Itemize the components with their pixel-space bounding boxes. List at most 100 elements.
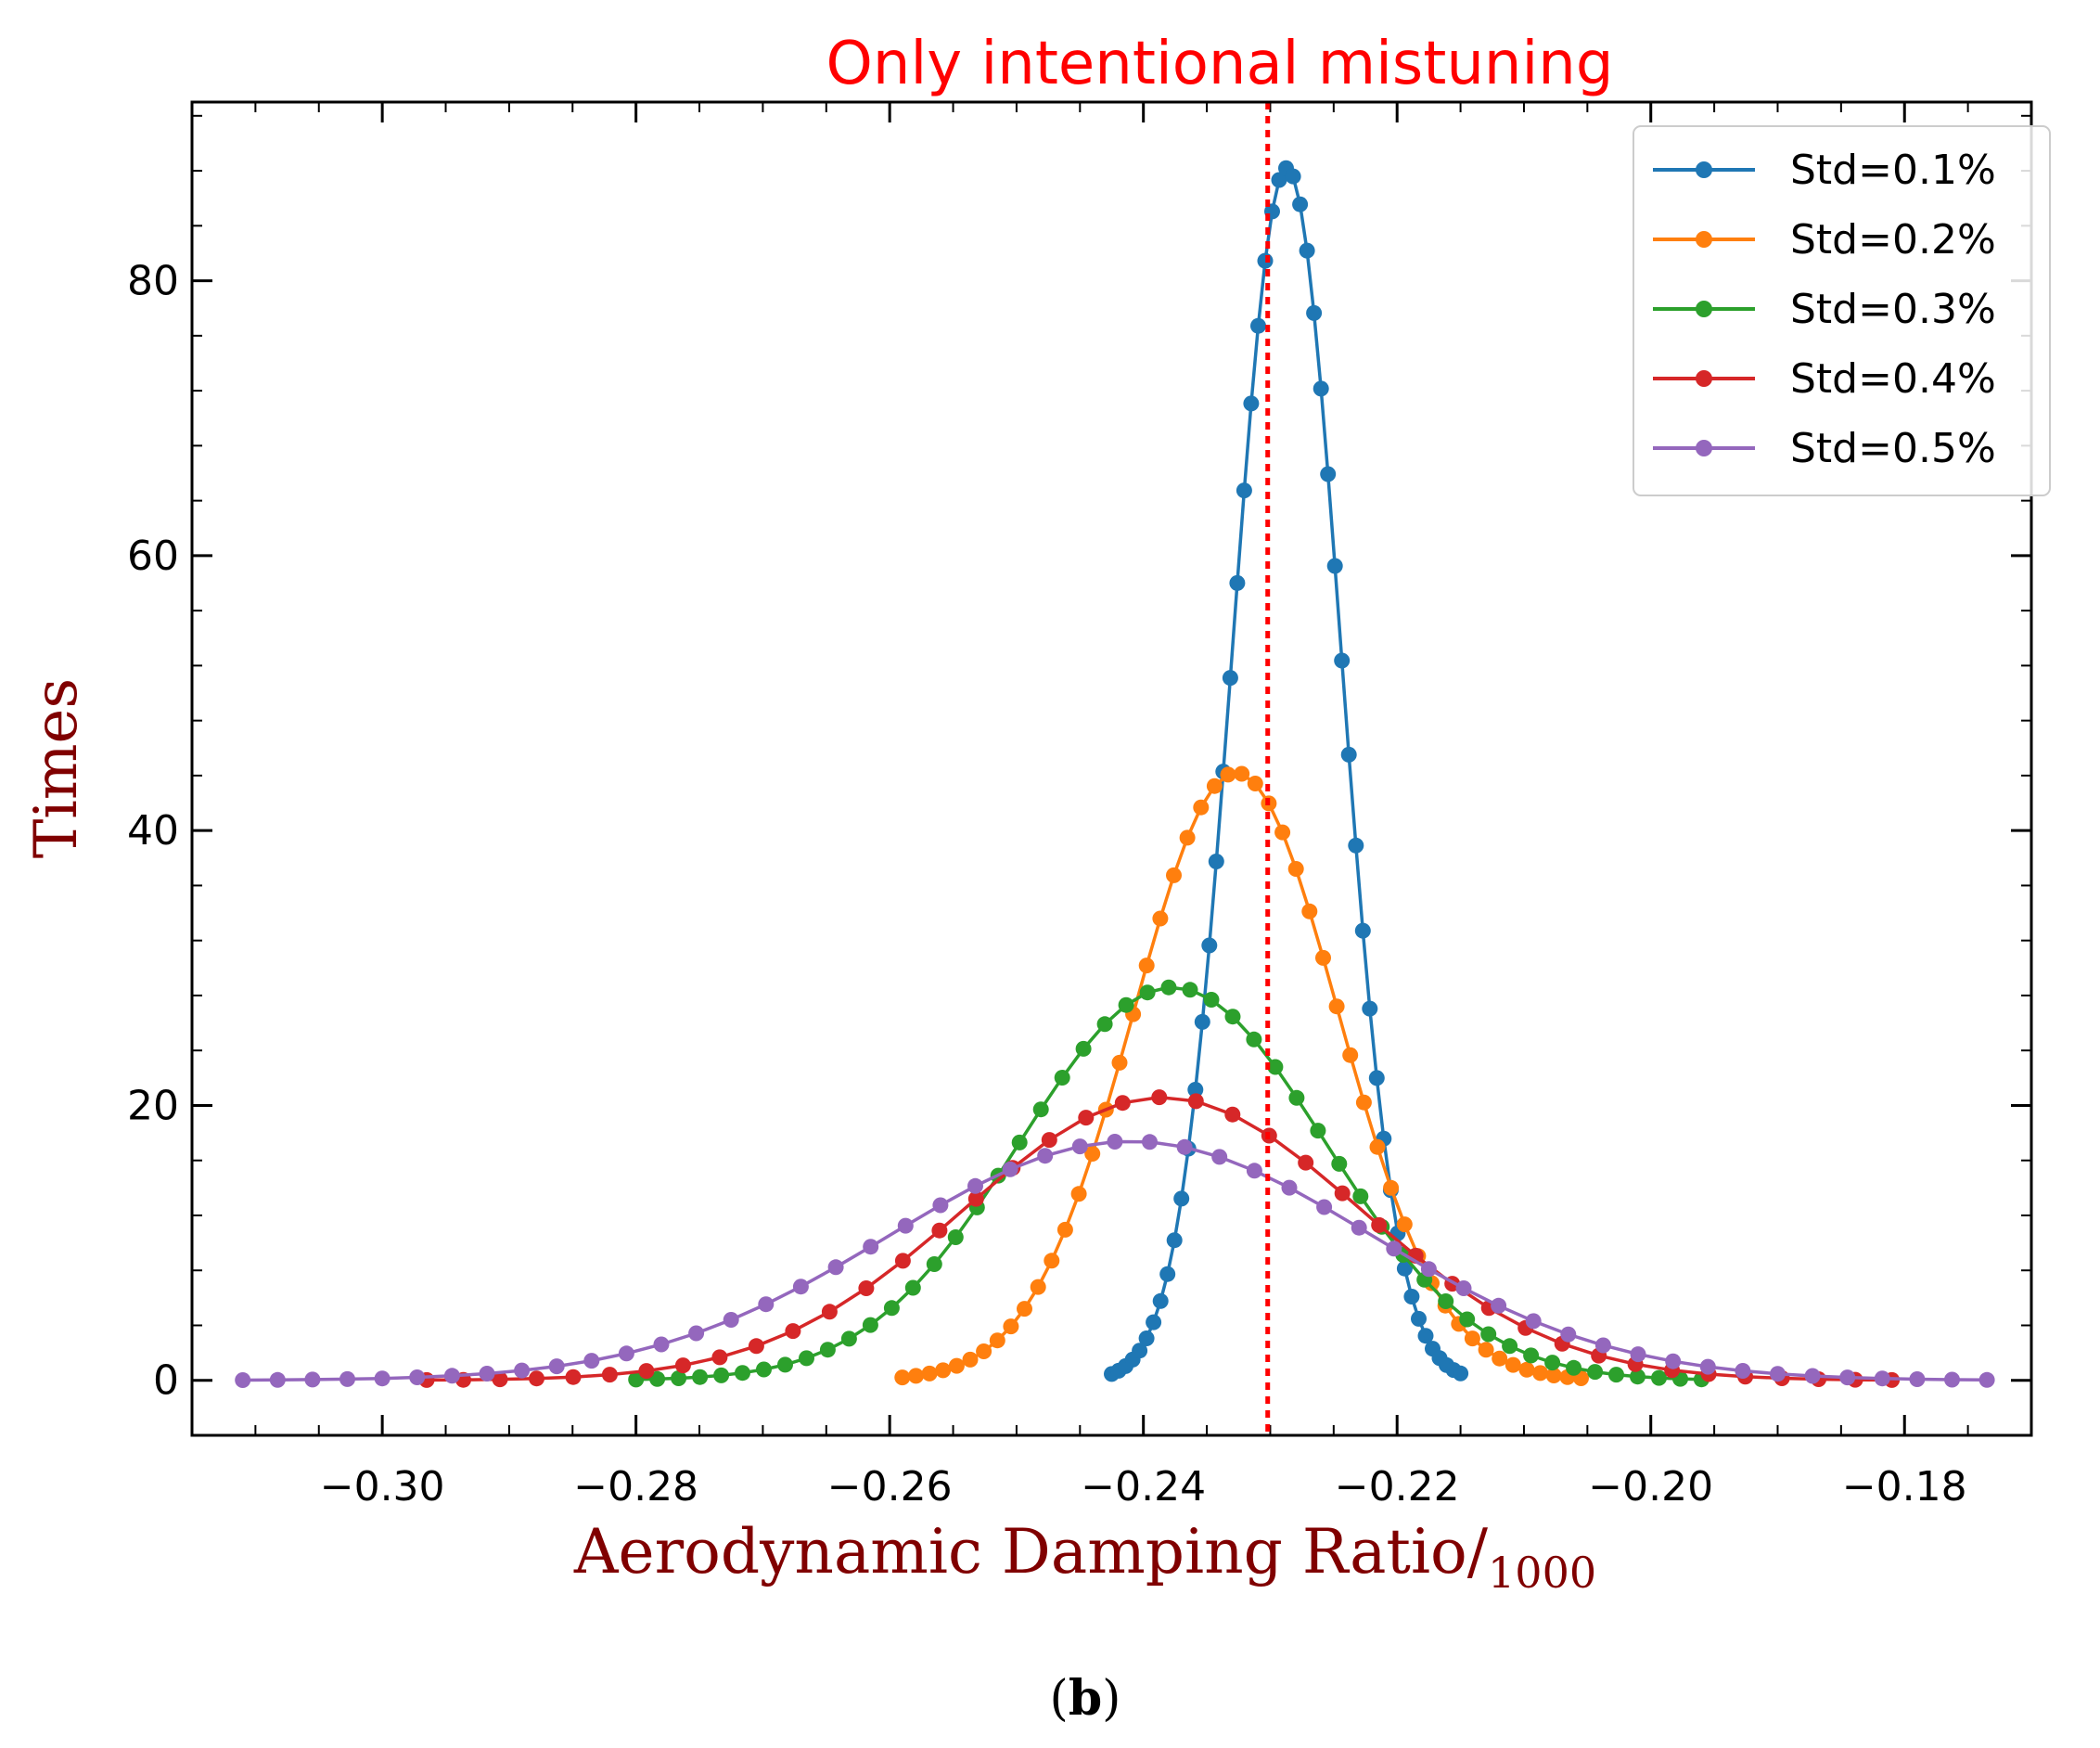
data-point (1179, 829, 1196, 846)
data-point (1208, 854, 1224, 869)
data-point (1220, 766, 1236, 783)
data-point (1566, 1359, 1582, 1376)
data-point (1420, 1261, 1437, 1278)
data-point (792, 1279, 809, 1295)
data-point (1492, 1350, 1508, 1367)
data-point (1151, 1089, 1168, 1106)
data-point (735, 1365, 750, 1382)
legend-label: Std=0.4% (1790, 355, 1996, 403)
data-point (1411, 1310, 1427, 1327)
data-point (1075, 1040, 1092, 1057)
data-point (1011, 1134, 1028, 1150)
data-point (1735, 1363, 1751, 1379)
data-point (1182, 982, 1198, 998)
data-point (1560, 1326, 1577, 1343)
data-point (1234, 765, 1250, 782)
data-point (649, 1370, 666, 1387)
data-point (1071, 1138, 1088, 1155)
data-point (1301, 903, 1318, 919)
legend-item: Std=0.4% (1653, 355, 1996, 403)
data-point (1224, 1106, 1241, 1123)
data-point (1194, 1013, 1210, 1030)
data-point (1002, 1161, 1018, 1177)
data-point (1587, 1364, 1604, 1381)
data-point (1328, 998, 1345, 1015)
data-point (1417, 1328, 1434, 1344)
data-point (799, 1350, 814, 1367)
data-point (1665, 1353, 1682, 1369)
legend-swatch-marker (1696, 440, 1712, 456)
data-point (967, 1177, 983, 1194)
data-point (1206, 778, 1223, 794)
caption-close: ) (1102, 1671, 1120, 1727)
data-point (1362, 1000, 1378, 1017)
y-tick-label: 0 (153, 1357, 179, 1405)
data-point (1142, 1134, 1158, 1150)
data-point (1630, 1369, 1645, 1385)
data-point (1491, 1297, 1507, 1314)
data-point (1371, 1216, 1388, 1233)
data-point (1525, 1313, 1542, 1330)
data-point (688, 1325, 705, 1342)
data-point (1298, 1154, 1314, 1171)
data-point (1224, 1009, 1241, 1025)
data-point (443, 1368, 460, 1384)
data-point (1699, 1358, 1716, 1375)
data-point (947, 1229, 964, 1245)
data-point (1173, 1190, 1190, 1207)
minor-ticks (191, 102, 2032, 1436)
data-point (514, 1362, 531, 1379)
data-point (1396, 1260, 1413, 1277)
data-point (1396, 1216, 1413, 1233)
data-point (628, 1371, 645, 1388)
data-point (1187, 1093, 1204, 1110)
data-point (1594, 1337, 1611, 1354)
data-point (1505, 1356, 1521, 1373)
data-point (1340, 746, 1357, 763)
data-point (1250, 317, 1266, 334)
data-point (1229, 574, 1246, 591)
x-tick-label: −0.28 (573, 1463, 698, 1510)
data-point (1032, 1101, 1049, 1118)
data-point (897, 1217, 914, 1234)
chart-title: Only intentional mistuning (826, 30, 1614, 98)
y-tick-label: 20 (127, 1082, 179, 1129)
data-point (1326, 558, 1343, 574)
x-tick-label: −0.24 (1081, 1463, 1206, 1510)
legend-label: Std=0.5% (1790, 425, 1996, 472)
legend-swatch-marker (1696, 370, 1712, 387)
data-point (1288, 1089, 1305, 1106)
legend-item: Std=0.2% (1653, 216, 1996, 263)
data-point (1770, 1366, 1786, 1382)
data-point (1310, 1123, 1326, 1139)
data-point (948, 1357, 965, 1374)
data-point (935, 1362, 952, 1379)
data-point (1222, 670, 1238, 687)
data-point (713, 1367, 730, 1383)
data-point (1403, 1289, 1420, 1305)
data-point (1114, 1095, 1131, 1112)
legend-label: Std=0.2% (1790, 216, 1996, 263)
data-point (748, 1338, 764, 1355)
data-point (1281, 1179, 1298, 1196)
x-axis-label: Aerodynamic Damping Ratio/1000 (573, 1516, 1596, 1598)
data-point (819, 1342, 836, 1358)
data-point (1160, 979, 1177, 996)
data-point (908, 1368, 924, 1384)
data-point (1017, 1301, 1032, 1317)
data-point (1159, 1266, 1176, 1282)
series-4 (418, 1089, 1901, 1388)
data-point (235, 1372, 251, 1388)
data-point (926, 1256, 942, 1272)
data-point (1368, 1070, 1385, 1086)
data-point (1351, 1219, 1367, 1236)
data-point (1299, 242, 1315, 259)
data-point (1334, 1185, 1351, 1202)
legend-box (1633, 125, 2051, 496)
caption-open: ( (1050, 1671, 1069, 1727)
data-point (374, 1370, 391, 1387)
data-point (1386, 1240, 1402, 1257)
data-point (1193, 799, 1210, 816)
data-point (1334, 652, 1351, 669)
